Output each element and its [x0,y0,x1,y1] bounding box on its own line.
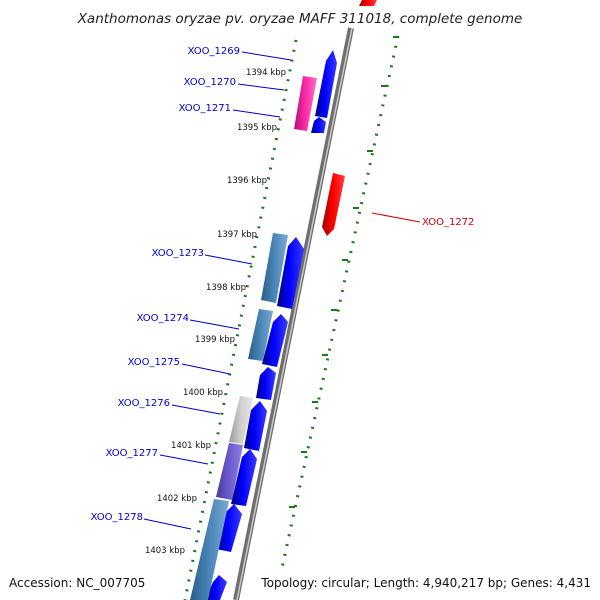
kbp-label: 1394 kbp [246,68,286,78]
kbp-label: 1397 kbp [217,230,257,240]
accession-text: Accession: NC_007705 [9,576,145,590]
gene-xoo-1276[interactable] [244,401,267,451]
block-xoo-1273[interactable] [261,233,288,303]
genome-backbone [233,27,354,600]
kbp-label: 1400 kbp [183,388,223,398]
gene-xoo-1273[interactable] [277,237,304,309]
kbp-label: 1396 kbp [227,176,267,186]
gene-xoo-1269[interactable] [315,50,337,118]
kbp-labels: 1394 kbp 1395 kbp 1396 kbp 1397 kbp 1398… [145,68,286,556]
gene-xoo-1278[interactable] [216,504,242,552]
map-title: Xanthomonas oryzae pv. oryzae MAFF 31101… [77,11,523,27]
gene-label-xoo-1273[interactable]: XOO_1273 [152,248,204,259]
block-xoo-1276[interactable] [229,396,253,444]
block-xoo-1274[interactable] [248,309,273,361]
label-leaders [143,51,421,530]
gene-label-xoo-1271[interactable]: XOO_1271 [179,103,231,114]
kbp-label: 1401 kbp [171,441,211,451]
gene-label-xoo-1272[interactable]: XOO_1272 [422,217,474,228]
topology-summary: Topology: circular; Length: 4,940,217 bp… [260,576,591,590]
block-xoo-1278[interactable] [190,499,229,600]
kbp-label: 1399 kbp [195,335,235,345]
gene-label-xoo-1275[interactable]: XOO_1275 [128,357,180,368]
outer-major-ticks [289,36,399,508]
block-xoo-1277[interactable] [216,443,243,500]
gene-label-xoo-1274[interactable]: XOO_1274 [137,313,189,324]
gene-label-xoo-1270[interactable]: XOO_1270 [184,77,236,88]
forward-genes [205,50,337,600]
gene-xoo-1275[interactable] [256,367,276,400]
kbp-label: 1395 kbp [237,123,277,133]
kbp-label: 1402 kbp [157,494,197,504]
gene-label-xoo-1276[interactable]: XOO_1276 [118,398,170,409]
block-xoo-1270[interactable] [294,76,317,131]
outer-tick-rail [280,35,400,569]
gene-label-xoo-1269[interactable]: XOO_1269 [188,46,240,57]
gene-xoo-1272[interactable] [322,173,345,236]
gene-label-xoo-1278[interactable]: XOO_1278 [91,512,143,523]
gene-xoo-1277[interactable] [231,449,257,506]
kbp-label: 1398 kbp [206,283,246,293]
kbp-label: 1403 kbp [145,546,185,556]
gene-xoo-1274[interactable] [262,314,288,367]
annotation-blocks [190,76,317,600]
gene-xoo-1279-partial[interactable] [205,575,227,600]
gene-label-xoo-1277[interactable]: XOO_1277 [106,448,158,459]
genome-backbone-highlight [236,27,353,600]
gene-partial-top[interactable] [359,0,377,6]
gene-xoo-1271[interactable] [311,117,326,133]
gene-labels: XOO_1269 XOO_1270 XOO_1271 XOO_1272 XOO_… [91,46,475,523]
